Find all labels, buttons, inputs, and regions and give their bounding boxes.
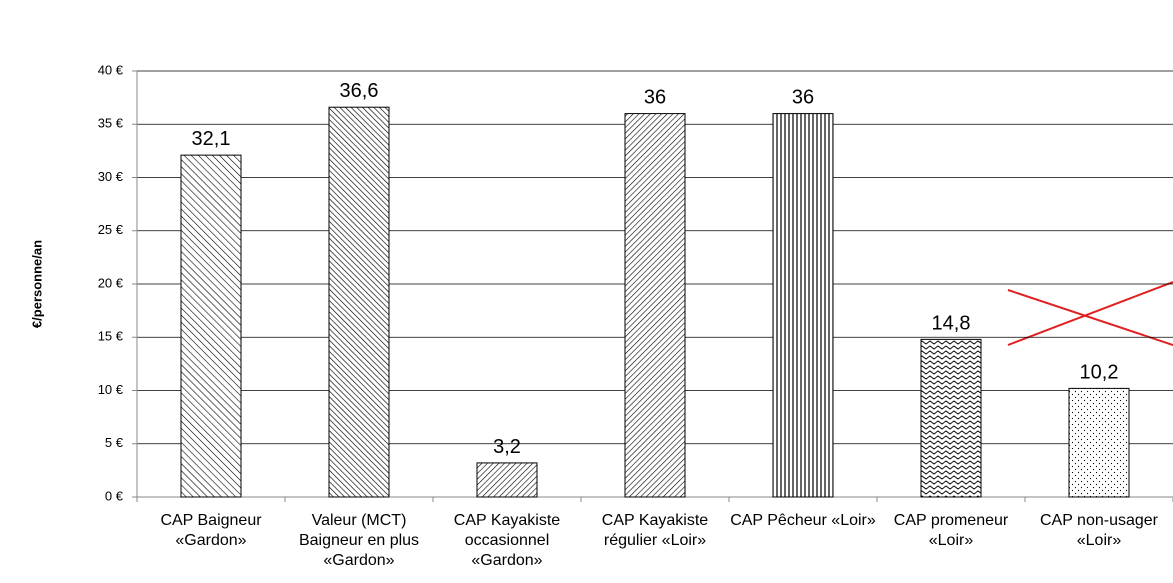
bar xyxy=(624,113,686,498)
value-label: 32,1 xyxy=(192,128,231,150)
value-label: 36 xyxy=(644,87,666,109)
y-tick-label: 15 € xyxy=(98,329,124,344)
y-tick-label: 35 € xyxy=(98,116,124,131)
y-tick-label: 20 € xyxy=(98,275,124,290)
value-label: 3,2 xyxy=(493,436,521,458)
value-label: 10,2 xyxy=(1080,361,1119,383)
bar xyxy=(772,113,834,498)
x-tick-label: Valeur (MCT) Baigneur en plus «Gardon» xyxy=(298,512,420,569)
y-tick-label: 30 € xyxy=(98,169,124,184)
y-tick-label: 40 € xyxy=(98,62,124,77)
x-tick-label: CAP promeneur «Loir» xyxy=(893,512,1009,549)
bar xyxy=(180,154,242,498)
bar xyxy=(920,338,982,498)
value-label: 36 xyxy=(792,87,814,109)
non-user-cross xyxy=(1007,281,1173,346)
bar xyxy=(328,106,390,498)
x-tick-label: CAP non-usager «Loir» xyxy=(1040,512,1158,549)
y-tick-label: 10 € xyxy=(98,382,124,397)
y-tick-label: 5 € xyxy=(105,435,124,450)
bar xyxy=(476,462,538,498)
bar xyxy=(1068,387,1130,498)
value-label: 36,6 xyxy=(340,80,379,102)
y-tick-label: 25 € xyxy=(98,222,124,237)
x-tick-label: CAP Baigneur «Gardon» xyxy=(160,512,262,549)
x-tick-label: CAP Pêcheur «Loir» xyxy=(730,512,876,529)
x-tick-label: CAP Kayakiste régulier «Loir» xyxy=(601,512,709,549)
x-tick-label: CAP Kayakiste occasionnel «Gardon» xyxy=(453,512,561,569)
y-axis-label: €/personne/an xyxy=(29,240,44,328)
y-tick-label: 0 € xyxy=(105,488,124,503)
value-label: 14,8 xyxy=(932,312,971,334)
